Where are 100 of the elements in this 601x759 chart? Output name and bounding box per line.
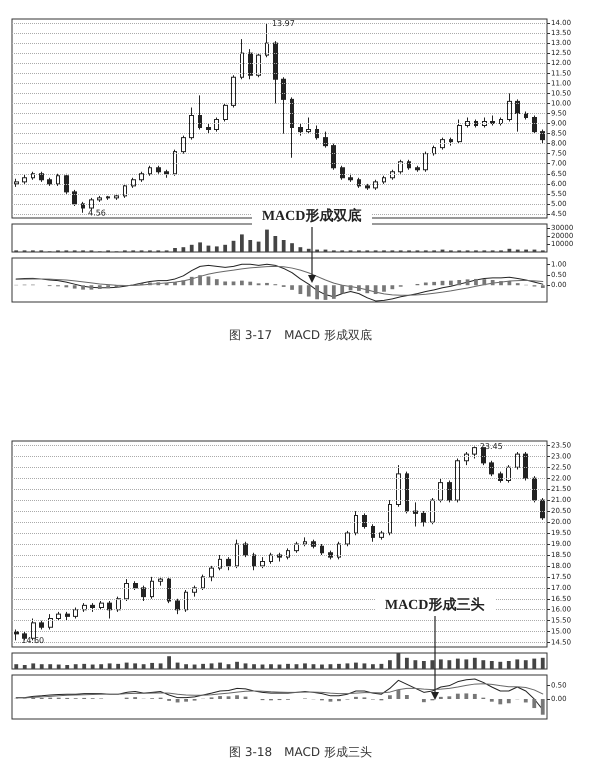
bar [340,285,344,294]
candlestick [373,179,378,190]
bar [306,285,311,297]
bar [362,663,366,669]
bar [540,699,545,715]
bar [532,658,536,669]
candlestick [114,193,119,200]
candlestick [56,173,60,186]
bar [256,242,260,252]
bar [312,664,316,669]
bar [90,664,95,669]
bar [14,664,18,669]
candlestick [348,173,353,182]
candlestick [388,500,392,536]
candlestick [507,92,512,122]
bar [413,660,418,669]
candlestick [281,76,286,134]
candlestick [64,173,69,194]
candlestick [248,48,253,80]
caption: 图 3-17 MACD 形成双底 [228,327,373,344]
candlestick [22,174,27,184]
bar [218,662,222,669]
candlestick [31,171,35,180]
bar [332,285,336,299]
candlestick [328,550,333,560]
bar [438,659,443,669]
bar [173,282,177,286]
bar [206,276,210,286]
bar [464,693,468,699]
candlestick [240,38,244,80]
bar [252,664,256,669]
bar [90,285,94,290]
bar [294,664,298,669]
bar [474,278,478,286]
bar [357,285,361,291]
candlestick [515,98,520,132]
candlestick [532,114,537,134]
candlestick [184,590,188,612]
candlestick [73,607,78,620]
bar [198,275,202,286]
bar [269,664,273,669]
bar [404,658,409,669]
candlestick [175,598,180,615]
bar [226,696,230,699]
bar [515,659,520,669]
candlestick [303,536,307,547]
candlestick [379,530,384,540]
bar [31,663,36,669]
candlestick [47,177,52,186]
bar [232,281,236,286]
candlestick [540,497,545,520]
bar [260,664,264,669]
candlestick [315,125,319,140]
candlestick [39,620,44,630]
candlestick [265,23,269,58]
bar [382,285,386,292]
candlestick [81,201,85,214]
candlestick [413,502,418,527]
annotation: 4.56 [88,208,106,218]
bar [235,662,239,669]
bar [240,234,244,252]
bar [184,699,188,702]
bar [201,664,205,669]
candlestick [311,539,316,549]
candlestick [223,102,228,122]
bar [98,285,102,290]
bar [40,664,44,669]
bar [379,664,384,669]
bar [447,696,452,699]
candlestick [415,165,420,172]
bar [315,285,319,300]
line-series [16,264,544,302]
candlestick [201,574,205,591]
candlestick [235,539,239,569]
candlestick [357,177,361,188]
candlestick [56,611,61,622]
candlestick [192,585,197,598]
candlestick [306,116,311,134]
candlestick [515,451,520,470]
bar [482,279,486,286]
candlestick [294,541,299,554]
candlestick [438,478,443,503]
bar [265,230,269,252]
candlestick [65,611,70,622]
candlestick [490,114,495,126]
bar [456,658,460,669]
candlestick [423,151,428,172]
bar [176,699,180,702]
bar [337,664,341,669]
candlestick [421,510,426,527]
bar [490,661,494,669]
candlestick [489,460,494,477]
candlestick [89,197,94,210]
annotation: MACD形成三头 [374,596,495,614]
candlestick [158,576,163,586]
candlestick [482,116,487,128]
candlestick [407,159,411,170]
bar [192,664,196,669]
bar [158,663,163,669]
bar [464,659,468,669]
